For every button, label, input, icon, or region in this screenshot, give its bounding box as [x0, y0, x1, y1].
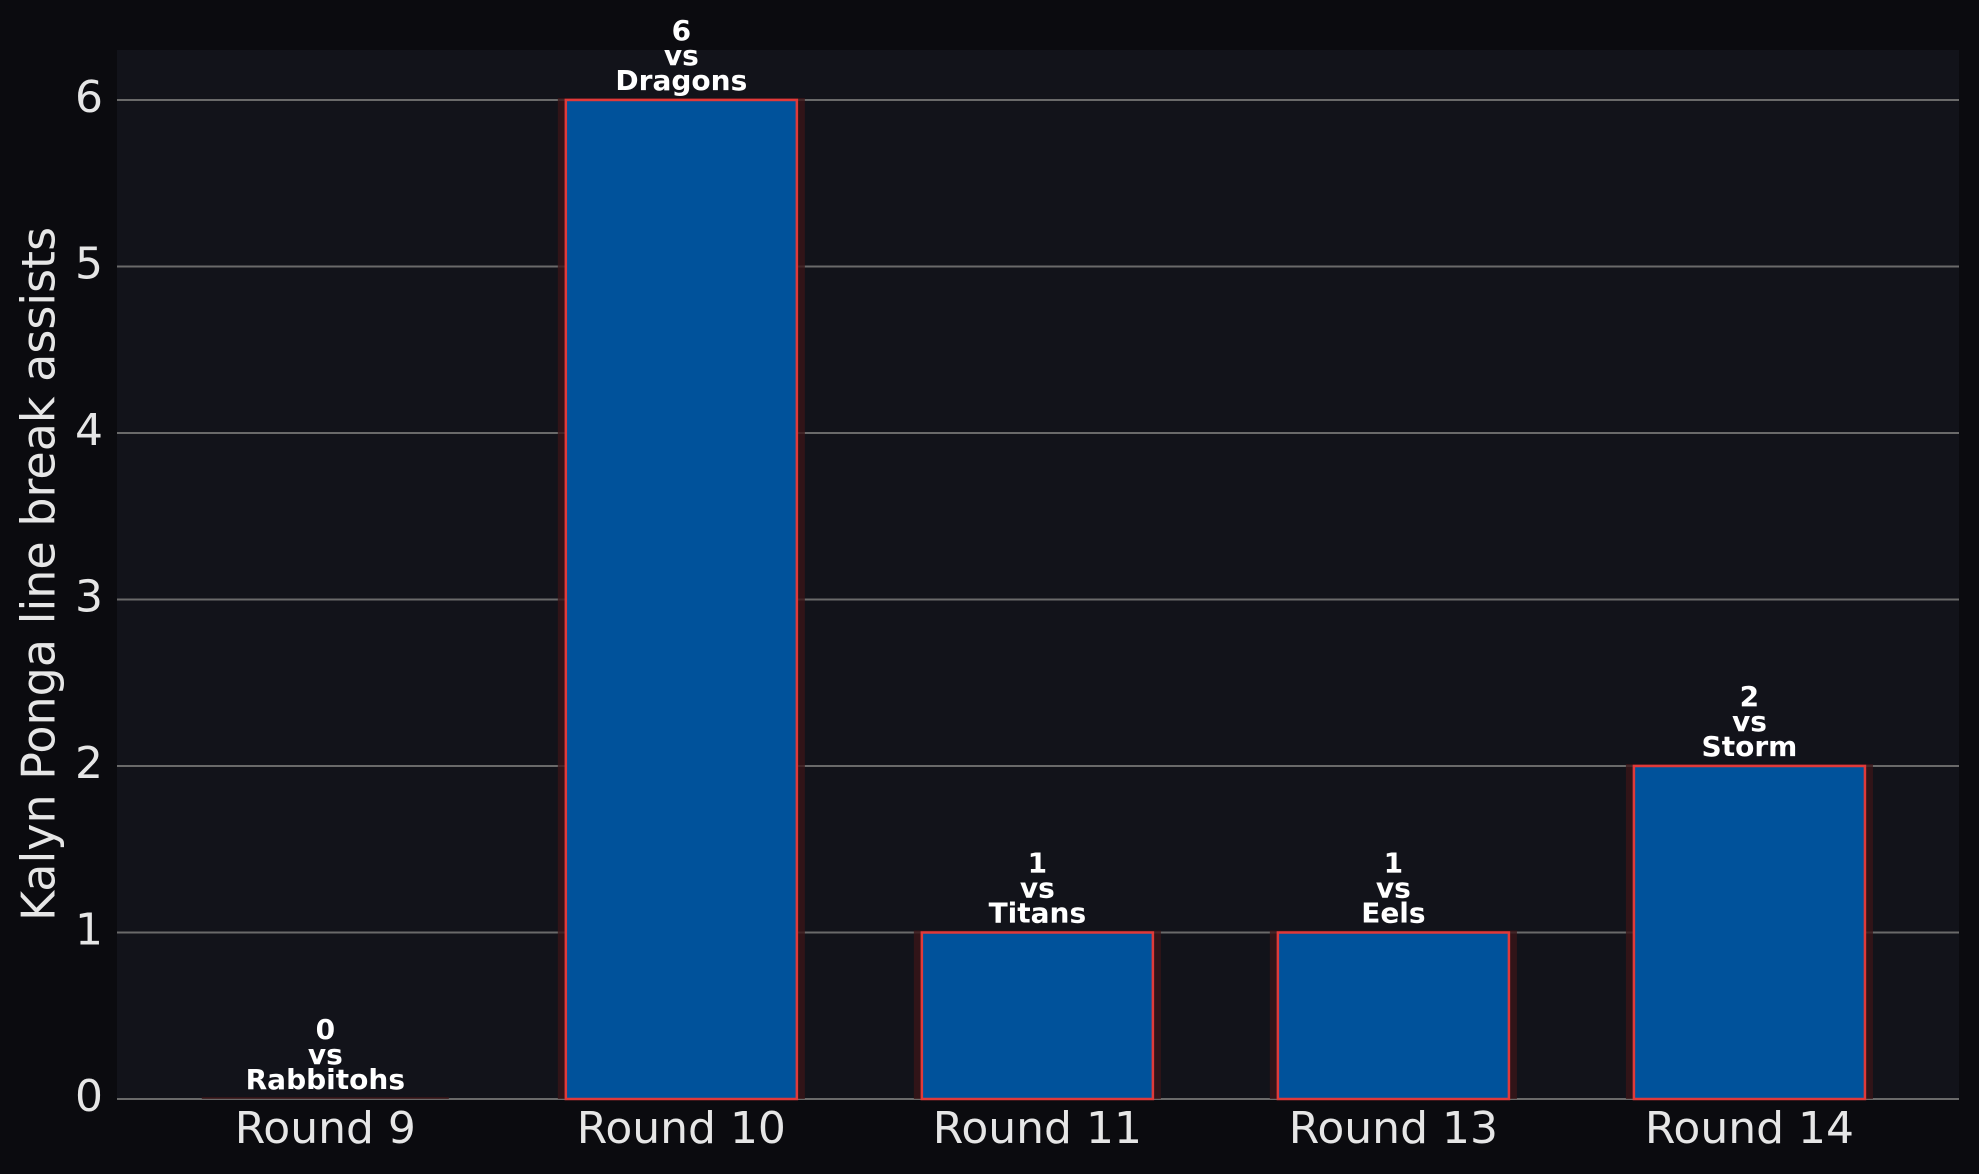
x-tick-label: Round 9: [235, 1103, 416, 1154]
y-tick-label: 6: [75, 72, 103, 123]
bar: [564, 98, 799, 1101]
bar: [1632, 764, 1867, 1101]
x-tick-label: Round 10: [577, 1103, 786, 1154]
value-label-connector: vs: [1732, 705, 1767, 738]
x-tick-label: Round 11: [933, 1103, 1142, 1154]
y-tick-label: 5: [75, 238, 103, 289]
x-tick-label: Round 13: [1289, 1103, 1498, 1154]
bar: [1276, 931, 1511, 1101]
value-label-connector: vs: [308, 1038, 343, 1071]
value-label-connector: vs: [664, 39, 699, 72]
bar-glow: [201, 1097, 449, 1099]
value-label-opponent: Titans: [989, 896, 1087, 929]
value-label-connector: vs: [1376, 871, 1411, 904]
y-tick-label: 4: [75, 405, 103, 456]
value-label-opponent: Storm: [1702, 730, 1798, 763]
y-tick-label: 0: [75, 1071, 103, 1122]
value-label: 1: [1384, 846, 1403, 879]
y-tick-label: 2: [75, 738, 103, 789]
value-label: 1: [1028, 846, 1047, 879]
bar: [920, 931, 1155, 1101]
y-tick-label: 3: [75, 571, 103, 622]
value-label: 0: [316, 1013, 335, 1046]
value-label-opponent: Eels: [1361, 896, 1425, 929]
value-label: 2: [1740, 680, 1759, 713]
y-tick-label: 1: [75, 904, 103, 955]
value-label-opponent: Dragons: [615, 64, 747, 97]
x-tick-label: Round 14: [1645, 1103, 1854, 1154]
value-label-opponent: Rabbitohs: [246, 1063, 405, 1096]
value-label-connector: vs: [1020, 871, 1055, 904]
y-axis-label: Kalyn Ponga line break assists: [12, 227, 66, 921]
value-label: 6: [672, 14, 691, 47]
